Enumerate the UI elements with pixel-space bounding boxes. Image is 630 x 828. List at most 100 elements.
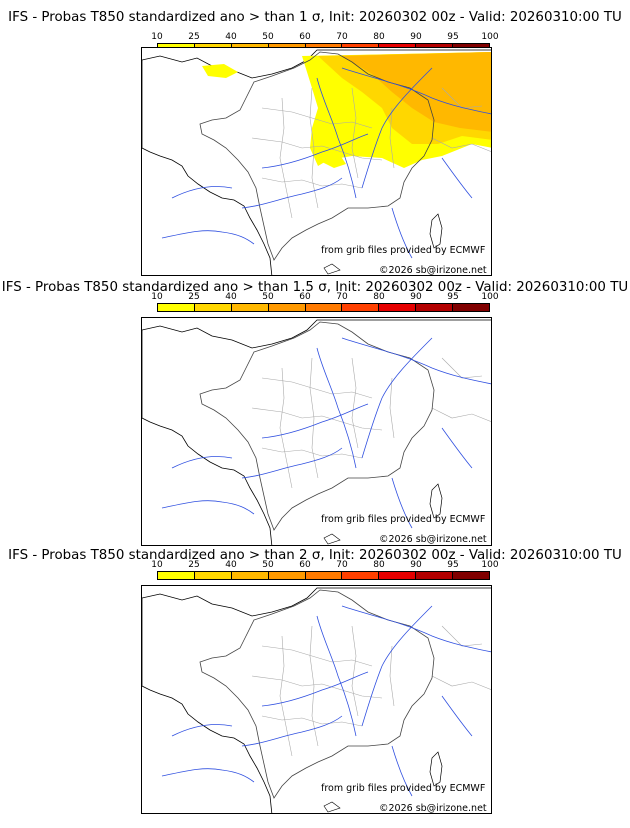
country-border [199, 321, 435, 531]
tick-label: 10 [151, 560, 163, 570]
map-panel-3: IFS - Probas T850 standardized ano > tha… [0, 548, 630, 828]
corsica-island [429, 751, 443, 787]
map-canvas [142, 49, 491, 275]
colorbar-swatch [379, 572, 417, 579]
tick-label: 60 [299, 32, 311, 42]
tick-label: 80 [373, 292, 385, 302]
tick-label: 25 [188, 32, 200, 42]
panel-title: IFS - Probas T850 standardized ano > tha… [8, 10, 622, 25]
river [171, 456, 233, 469]
tick-label: 25 [188, 292, 200, 302]
region-border [389, 645, 395, 707]
tick-label: 90 [410, 32, 422, 42]
region-border [351, 357, 359, 449]
region-border [431, 407, 491, 422]
region-border [431, 675, 491, 690]
river [261, 133, 369, 169]
region-border [309, 87, 319, 209]
map-france [141, 47, 492, 276]
colorbar-swatch [342, 304, 380, 311]
tick-label: 70 [336, 292, 348, 302]
region-border [261, 177, 363, 189]
tick-label: 100 [481, 292, 499, 302]
map-france [141, 317, 492, 546]
tick-label: 95 [447, 32, 459, 42]
region-border [309, 357, 319, 479]
river [161, 500, 255, 515]
colorbar-swatch [194, 304, 232, 311]
river [391, 207, 413, 259]
country-border [199, 51, 435, 261]
region-border [261, 715, 363, 727]
colorbar-swatch [158, 572, 195, 579]
river [316, 77, 357, 199]
colorbar-swatch [305, 572, 343, 579]
colorbar-swatch [231, 304, 269, 311]
river [441, 695, 473, 737]
tick-label: 80 [373, 32, 385, 42]
colorbar-swatch [379, 304, 417, 311]
region-border [261, 447, 363, 459]
tick-label: 25 [188, 560, 200, 570]
tick-label: 95 [447, 292, 459, 302]
map-panel-2: IFS - Probas T850 standardized ano > tha… [0, 280, 630, 550]
colorbar [157, 571, 490, 580]
copyright-credit: ©2026 sb@irizone.net [379, 803, 487, 814]
river [171, 724, 233, 737]
colorbar-swatch [194, 572, 232, 579]
river [341, 337, 491, 385]
region-border [309, 625, 319, 747]
river [361, 605, 433, 727]
map-canvas [142, 587, 491, 813]
colorbar-swatch [158, 304, 195, 311]
tick-label: 100 [481, 560, 499, 570]
copyright-credit: ©2026 sb@irizone.net [379, 265, 487, 276]
country-border [199, 589, 435, 799]
source-credit: from grib files provided by ECMWF [321, 514, 486, 525]
colorbar-ticks: 10 25 40 50 60 70 80 90 95 100 [0, 32, 630, 43]
tick-label: 90 [410, 560, 422, 570]
colorbar-swatch [416, 572, 454, 579]
river [261, 403, 369, 439]
river [361, 67, 433, 189]
tick-label: 50 [262, 292, 274, 302]
tick-label: 40 [225, 292, 237, 302]
panel-title: IFS - Probas T850 standardized ano > tha… [8, 548, 622, 563]
river [161, 230, 255, 245]
tick-label: 10 [151, 292, 163, 302]
coastline [142, 587, 491, 813]
colorbar-swatch [305, 304, 343, 311]
tick-label: 10 [151, 32, 163, 42]
colorbar-swatch [416, 304, 454, 311]
river [241, 177, 343, 209]
corsica-island [429, 213, 443, 249]
tick-label: 90 [410, 292, 422, 302]
colorbar-swatch [453, 304, 490, 311]
region-border [441, 87, 483, 109]
river [316, 615, 357, 737]
probability-area [318, 148, 346, 168]
region-border [279, 367, 293, 489]
region-border [441, 625, 483, 647]
probability-area [202, 64, 238, 78]
river [441, 427, 473, 469]
tick-label: 95 [447, 560, 459, 570]
colorbar-swatch [268, 304, 306, 311]
coastline [142, 319, 491, 545]
river [161, 768, 255, 783]
island [323, 801, 341, 813]
river [261, 671, 369, 707]
tick-label: 60 [299, 560, 311, 570]
tick-label: 80 [373, 560, 385, 570]
tick-label: 40 [225, 560, 237, 570]
corsica-island [429, 483, 443, 519]
tick-label: 50 [262, 560, 274, 570]
river [316, 347, 357, 469]
region-border [389, 107, 395, 169]
copyright-credit: ©2026 sb@irizone.net [379, 534, 487, 545]
colorbar-swatch [231, 572, 269, 579]
colorbar-swatch [453, 572, 490, 579]
river [341, 67, 491, 115]
source-credit: from grib files provided by ECMWF [321, 245, 486, 256]
region-border [279, 97, 293, 219]
